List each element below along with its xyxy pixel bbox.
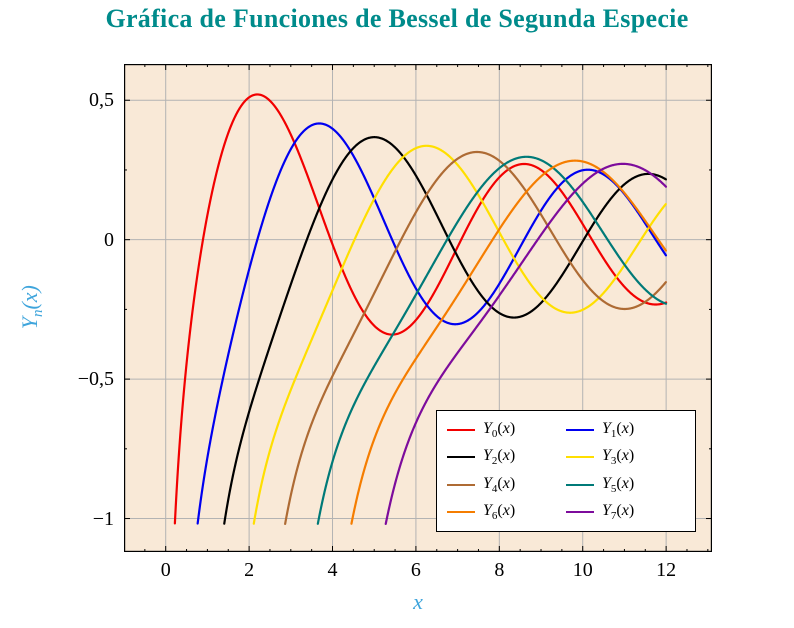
y-tick-label: 0 (104, 228, 114, 251)
x-tick-label: 0 (160, 559, 171, 581)
x-tick-label: 6 (410, 559, 421, 581)
y-axis-label: Yn(x) (16, 285, 47, 330)
legend-label: Y3(x) (602, 447, 635, 468)
legend-line-swatch (447, 428, 475, 431)
y-tick-label: −1 (92, 507, 114, 530)
y-tick-label: 0,5 (89, 89, 114, 112)
legend-label: Y0(x) (483, 419, 516, 440)
legend-line-swatch (566, 511, 594, 514)
legend-label: Y4(x) (483, 474, 516, 495)
x-tick-label: 12 (656, 559, 677, 581)
legend-label: Y5(x) (602, 474, 635, 495)
x-tick-label: 8 (494, 559, 505, 581)
legend-entry: Y3(x) (566, 447, 685, 467)
legend-line-swatch (566, 428, 594, 431)
y-tick-label: −0,5 (77, 368, 114, 391)
legend-line-swatch (447, 483, 475, 486)
legend-label: Y7(x) (602, 502, 635, 523)
legend-entry: Y7(x) (566, 502, 685, 522)
legend-entry: Y4(x) (447, 475, 566, 495)
legend-label: Y6(x) (483, 502, 516, 523)
legend-entry: Y0(x) (447, 420, 566, 440)
x-axis-label: x (413, 589, 423, 614)
chart-title: Gráfica de Funciones de Bessel de Segund… (105, 4, 689, 33)
legend-entry: Y1(x) (566, 420, 685, 440)
legend-label: Y1(x) (602, 419, 635, 440)
x-tick-label: 10 (572, 559, 593, 581)
legend: Y0(x) Y1(x) Y2(x) Y3(x) Y4(x) Y5(x) Y6(x) Y7(x) (436, 410, 696, 532)
legend-label: Y2(x) (483, 447, 516, 468)
x-tick-label: 4 (327, 559, 338, 581)
legend-line-swatch (447, 456, 475, 459)
legend-entry: Y2(x) (447, 447, 566, 467)
legend-line-swatch (566, 456, 594, 459)
x-tick-label: 2 (244, 559, 255, 581)
legend-line-swatch (447, 511, 475, 514)
legend-entry: Y5(x) (566, 475, 685, 495)
legend-line-swatch (566, 483, 594, 486)
legend-entry: Y6(x) (447, 502, 566, 522)
